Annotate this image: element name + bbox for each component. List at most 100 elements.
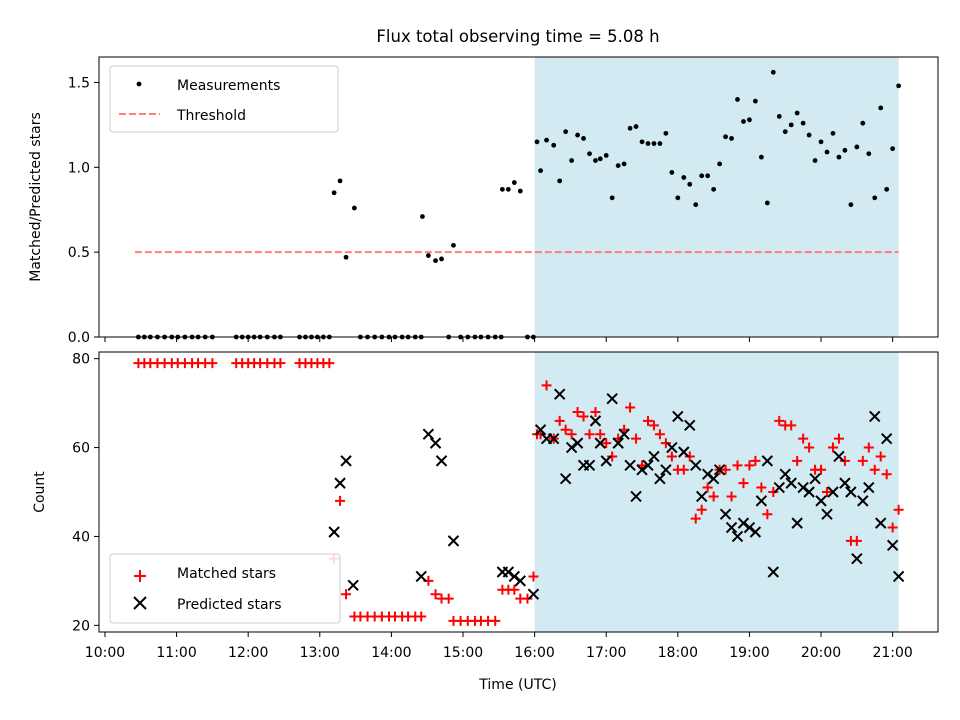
measurement-point [575, 132, 580, 138]
measurement-point [587, 151, 592, 157]
predicted-star-point [672, 410, 684, 423]
predicted-star-point [340, 455, 352, 467]
predicted-star-point [508, 570, 521, 583]
measurement-point [782, 129, 788, 135]
predicted-star-point [630, 490, 642, 503]
matched-star-point [881, 469, 892, 480]
top-plot-frame [98, 56, 939, 338]
matched-star-point [324, 358, 335, 369]
predicted-star-point [892, 570, 905, 583]
matched-star-point [678, 464, 689, 475]
measurement-point [609, 195, 615, 201]
y-tick-label: 1.0 [68, 160, 90, 176]
measurement-point [639, 139, 645, 145]
measurement-point [557, 178, 563, 184]
measurement-point [735, 97, 740, 102]
top-legend: Measurements Threshold [109, 65, 339, 133]
measurement-point [551, 142, 557, 148]
measurement-point [569, 158, 575, 163]
y-tick-label: 40 [72, 529, 90, 545]
measurement-point [633, 124, 639, 129]
y-tick-label: 0.0 [68, 330, 90, 346]
predicted-star-point [863, 481, 875, 494]
measurement-point [776, 113, 782, 119]
matched-legend-icon [134, 570, 146, 582]
bottom-legend-box [109, 553, 341, 624]
matched-star-point [654, 429, 665, 440]
matched-star-point [774, 415, 785, 426]
predicted-star-point [797, 481, 809, 494]
measurement-point [593, 158, 598, 163]
legend-predicted-stars: Predicted stars [177, 597, 282, 613]
measurement-point [581, 136, 586, 141]
x-tick-label: 18:00 [658, 645, 698, 661]
x-tick-label: 17:00 [586, 645, 626, 661]
matched-star-point [768, 487, 779, 497]
measurement-point [729, 136, 734, 141]
predicted-star-point [761, 455, 774, 467]
predicted-star-point [815, 495, 827, 507]
predicted-star-point [636, 464, 648, 476]
chart-title: Flux total observing time = 5.08 h [376, 27, 659, 46]
matched-star-point [756, 482, 767, 493]
measurement-point [866, 151, 872, 157]
measurements-legend-icon [136, 81, 142, 87]
matched-star-point [696, 504, 707, 515]
measurement-point [824, 149, 830, 155]
matched-star-point [578, 411, 589, 422]
measurement-point [331, 190, 337, 196]
matched-star-point [522, 593, 533, 604]
predicted-star-point [583, 459, 596, 472]
measurement-point [896, 83, 902, 89]
matched-star-point [798, 433, 809, 444]
predicted-star-point [827, 486, 839, 498]
matched-star-point [792, 455, 803, 466]
matched-star-point [595, 429, 606, 440]
top-legend-box [109, 65, 339, 133]
predicted-star-point [851, 552, 863, 565]
predicted-star-point [447, 535, 460, 547]
predicted-star-point [737, 517, 750, 529]
predicted-star-point [713, 464, 726, 476]
predicted-star-point [875, 517, 887, 529]
predicted-star-point [589, 415, 602, 427]
measurement-point [505, 186, 511, 192]
measurement-point [854, 144, 860, 150]
measurement-point [884, 186, 890, 192]
matched-star-point [430, 589, 441, 600]
top-x-ticks [104, 337, 894, 342]
predicted-star-point [328, 526, 340, 538]
matched-star-point [726, 491, 737, 502]
predicted-star-point [886, 539, 899, 552]
measurement-point [717, 161, 722, 167]
bottom-plot-frame [98, 351, 939, 633]
x-axis-label: Time (UTC) [478, 677, 556, 693]
predicted-star-point [594, 437, 606, 449]
matched-star-point [625, 402, 636, 413]
matched-star-point [804, 442, 815, 453]
measurement-point [842, 147, 848, 153]
bottom-markers [133, 358, 905, 626]
predicted-star-point [559, 472, 572, 485]
measurement-point [800, 120, 806, 126]
legend-matched-stars: Matched stars [177, 566, 276, 582]
matched-star-point [816, 464, 827, 475]
predicted-star-point [642, 459, 654, 472]
predicted-star-point [547, 432, 560, 445]
predicted-star-point [779, 468, 791, 480]
predicted-star-point [624, 459, 636, 472]
measurement-point [687, 181, 693, 187]
bottom-x-axis: 10:00 11:00 12:00 13:00 14:00 15:00 16:00 17:00… [85, 632, 913, 661]
matched-star-point [833, 433, 844, 444]
measurement-point [517, 188, 523, 194]
measurement-point [794, 110, 800, 116]
measurement-point [645, 141, 651, 146]
matched-star-point [584, 429, 595, 440]
matched-star-point [690, 513, 701, 524]
predicted-star-point [648, 450, 660, 463]
measurement-point [425, 253, 431, 258]
measurement-point [511, 180, 517, 185]
measurement-point [747, 117, 752, 123]
matched-star-point [572, 407, 583, 417]
x-tick-label: 13:00 [300, 645, 340, 661]
